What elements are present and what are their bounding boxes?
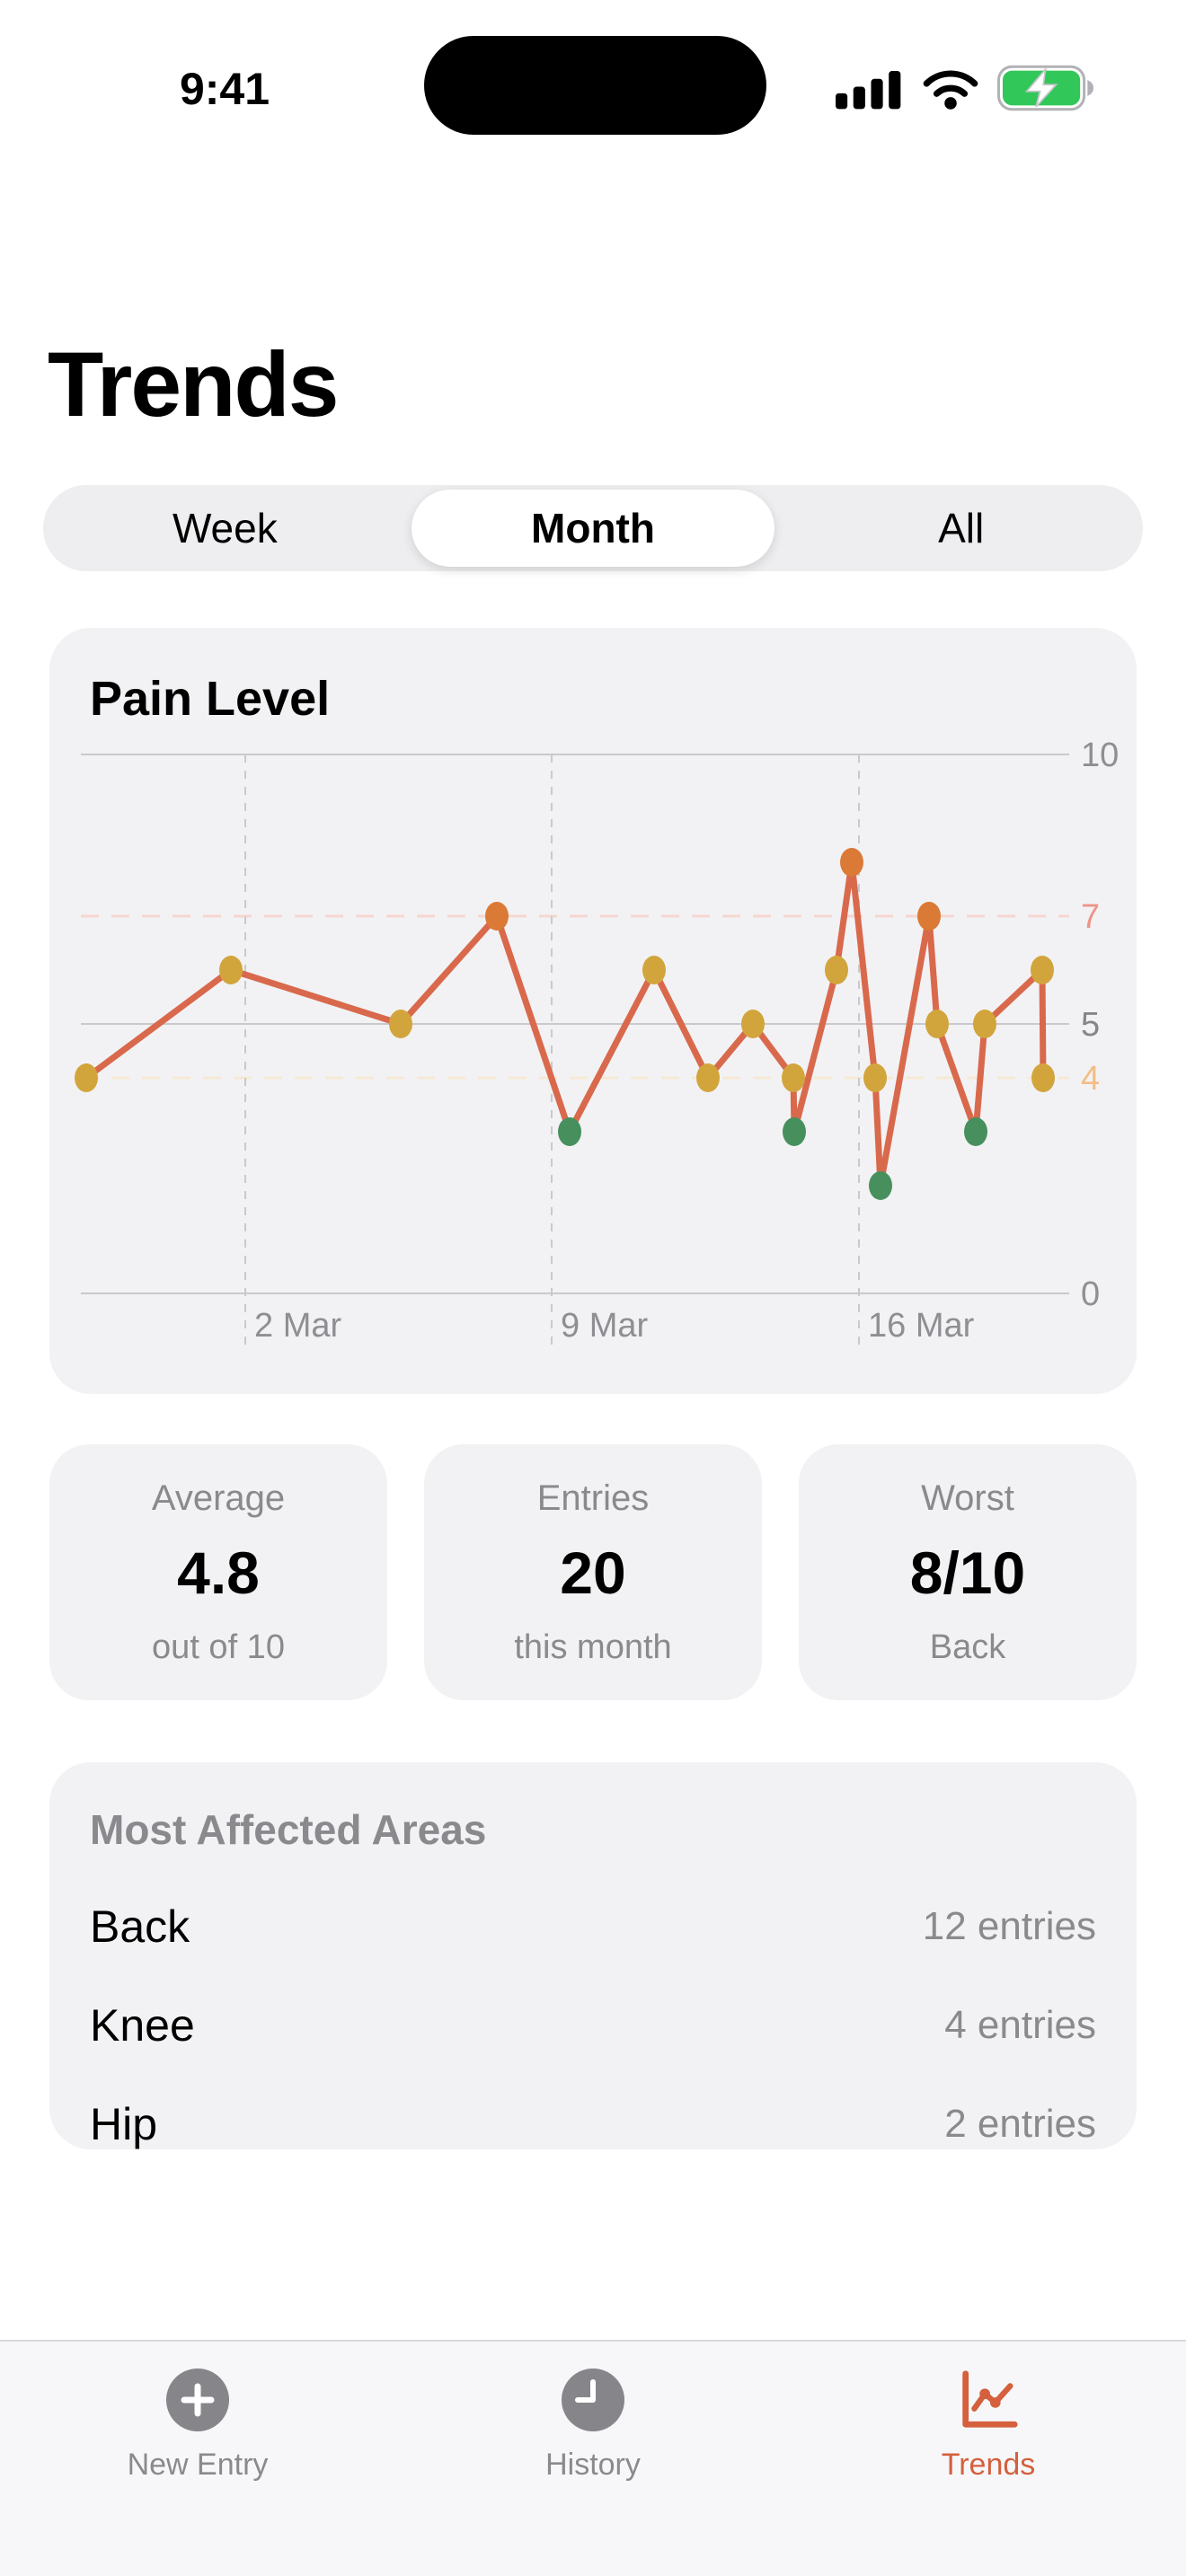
stat-sub: Back — [929, 1628, 1006, 1666]
dynamic-island — [424, 36, 766, 135]
svg-text:0: 0 — [1081, 1275, 1100, 1313]
stat-card-entries: Entries 20 this month — [424, 1444, 762, 1700]
trend-line-icon — [962, 2370, 1018, 2428]
area-name: Back — [90, 1901, 190, 1952]
svg-text:9 Mar: 9 Mar — [561, 1307, 648, 1345]
most-affected-areas-card: Most Affected Areas Back 12 entries Knee… — [49, 1762, 1137, 2149]
chart-title: Pain Level — [90, 672, 331, 726]
area-entries: 12 entries — [922, 1904, 1096, 1948]
stat-value: 20 — [560, 1539, 626, 1606]
svg-text:4: 4 — [1081, 1060, 1100, 1098]
pain-level-chart: 10 7 5 4 0 2 Mar 9 Mar 16 Mar — [75, 737, 1119, 1345]
segment-week[interactable]: Week — [43, 485, 407, 571]
svg-text:16 Mar: 16 Mar — [868, 1307, 975, 1345]
status-bar: 9:41 — [0, 0, 1186, 144]
cellular-signal-icon — [836, 71, 901, 110]
page-title: Trends — [48, 333, 339, 436]
segment-all[interactable]: All — [779, 485, 1143, 571]
battery-charging-icon — [997, 65, 1094, 111]
list-item: Hip 2 entries — [90, 2098, 1096, 2150]
svg-text:2 Mar: 2 Mar — [254, 1307, 341, 1345]
stat-value: 8/10 — [909, 1539, 1026, 1606]
tab-label: Trends — [941, 2448, 1036, 2482]
tab-trends[interactable]: Trends — [791, 2342, 1186, 2576]
stat-label: Entries — [536, 1478, 650, 1518]
wifi-icon — [923, 70, 978, 110]
clock-icon — [562, 2369, 624, 2431]
pain-level-card: Pain Level 10 7 5 4 0 2 Mar 9 Mar 16 Mar — [49, 628, 1137, 1394]
area-entries: 4 entries — [944, 2003, 1096, 2047]
stat-label: Average — [151, 1478, 286, 1518]
svg-text:10: 10 — [1081, 737, 1119, 774]
tab-bar: New Entry History Trends — [0, 2340, 1186, 2576]
stats-row: Average 4.8 out of 10 Entries 20 this mo… — [49, 1444, 1137, 1700]
stat-value: 4.8 — [177, 1539, 260, 1606]
stat-card-average: Average 4.8 out of 10 — [49, 1444, 387, 1700]
range-segmented-control: Week Month All — [43, 485, 1143, 571]
status-time: 9:41 — [179, 64, 270, 114]
list-item: Knee 4 entries — [90, 1999, 1096, 2051]
tab-label: New Entry — [127, 2448, 269, 2482]
stat-card-worst: Worst 8/10 Back — [799, 1444, 1137, 1700]
area-name: Knee — [90, 2000, 195, 2051]
tab-history[interactable]: History — [395, 2342, 791, 2576]
affected-title: Most Affected Areas — [90, 1806, 487, 1853]
svg-text:7: 7 — [1081, 898, 1100, 936]
tab-label: History — [545, 2448, 641, 2482]
area-entries: 2 entries — [944, 2102, 1096, 2146]
list-item: Back 12 entries — [90, 1901, 1096, 1953]
area-name: Hip — [90, 2099, 158, 2149]
tab-new-entry[interactable]: New Entry — [0, 2342, 395, 2576]
stat-sub: out of 10 — [152, 1628, 285, 1666]
plus-circle-icon — [166, 2369, 229, 2431]
status-icons — [836, 65, 1096, 111]
segment-month[interactable]: Month — [411, 490, 775, 567]
stat-label: Worst — [921, 1478, 1014, 1518]
stat-sub: this month — [514, 1628, 672, 1666]
svg-text:5: 5 — [1081, 1006, 1100, 1044]
